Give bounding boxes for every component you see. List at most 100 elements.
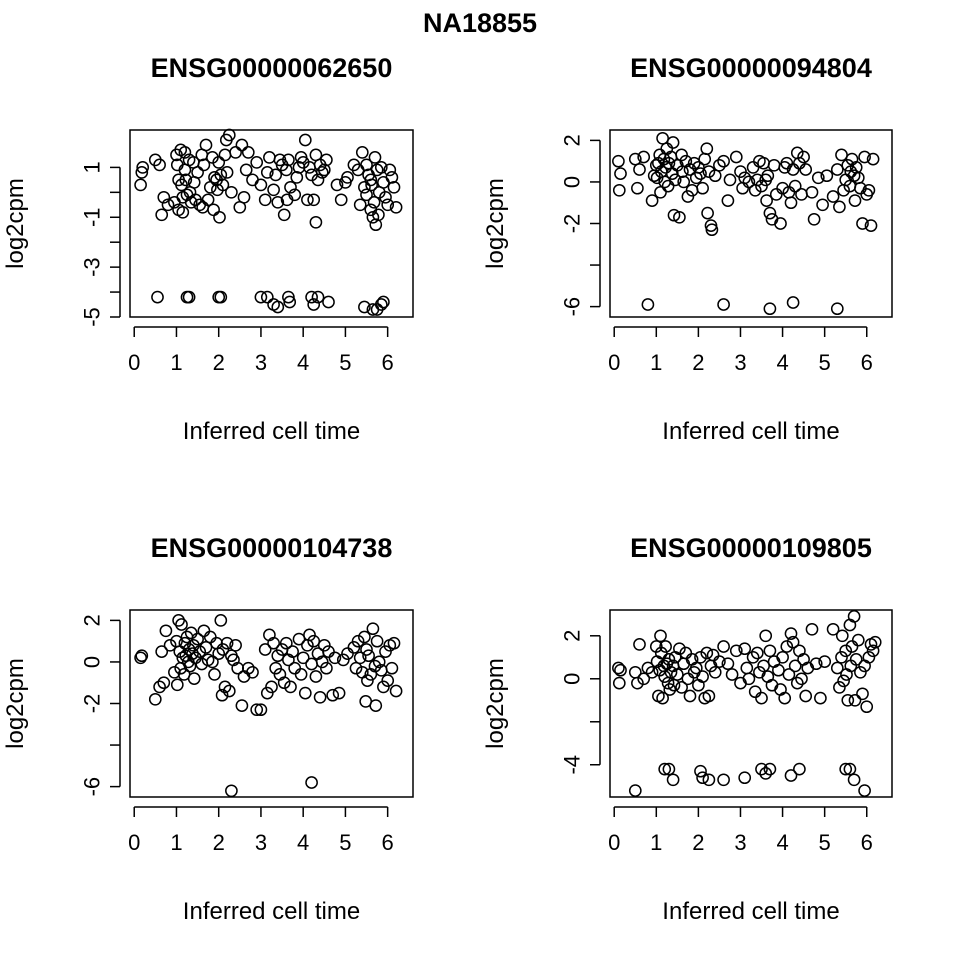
data-point [225, 784, 238, 798]
data-point [723, 173, 737, 187]
data-point [326, 688, 340, 702]
data-point [767, 158, 781, 172]
data-point [862, 183, 876, 197]
data-point [282, 290, 295, 304]
data-point [702, 165, 716, 178]
data-point [706, 648, 720, 662]
data-point [793, 762, 806, 776]
data-point [797, 150, 810, 164]
data-point [267, 183, 280, 197]
data-point [298, 133, 312, 147]
data-point [203, 630, 217, 644]
data-point [845, 640, 859, 653]
data-point [178, 146, 192, 159]
data-point [763, 644, 777, 658]
data-point [317, 638, 331, 652]
data-point [860, 700, 874, 714]
data-point [776, 650, 789, 664]
data-point [381, 198, 395, 212]
data-point [284, 180, 297, 194]
y-tick-label: 2 [560, 630, 585, 642]
data-point [372, 208, 385, 222]
data-point [179, 649, 193, 663]
data-point [780, 640, 794, 653]
x-tick-label: 5 [339, 350, 351, 375]
data-point [759, 629, 773, 643]
y-tick-label: 2 [560, 134, 585, 146]
data-point [713, 158, 726, 172]
data-point [675, 681, 688, 694]
data-point [645, 194, 659, 207]
data-point [847, 610, 861, 623]
x-tick-label: 4 [776, 350, 788, 375]
data-points [612, 610, 882, 797]
data-point [277, 208, 291, 222]
y-axis-title: log2cpm [2, 178, 29, 269]
data-point [837, 674, 850, 688]
data-point [713, 655, 726, 668]
data-point [134, 178, 147, 192]
data-point [759, 767, 773, 780]
data-point [218, 680, 232, 694]
y-tick-label: -2 [560, 214, 585, 234]
data-point [349, 661, 363, 675]
data-point [372, 655, 386, 669]
data-point [614, 663, 627, 677]
data-point [772, 663, 785, 677]
data-point [157, 190, 171, 204]
data-point [369, 699, 383, 712]
data-point [694, 764, 707, 778]
data-point [668, 173, 682, 187]
data-point [383, 163, 397, 177]
data-point [658, 670, 672, 683]
data-point [214, 290, 228, 304]
y-tick-label: -5 [80, 307, 105, 327]
data-point [658, 762, 672, 776]
data-point [216, 643, 230, 656]
y-tick-label: 0 [560, 673, 585, 685]
data-point [214, 614, 228, 627]
y-tick-label: -6 [80, 777, 105, 797]
data-point [241, 661, 255, 675]
x-tick-label: 0 [608, 830, 620, 855]
data-point [199, 641, 213, 654]
data-point [258, 193, 272, 207]
x-tick-label: 1 [170, 350, 182, 375]
data-point [279, 636, 293, 650]
data-point [197, 624, 211, 638]
data-point [612, 676, 626, 690]
data-point [254, 178, 268, 192]
scatter-panel: ENSG00000104738 0 1 2 3 4 5 6 -6 -2 0 2 Inferred cel… [2, 533, 414, 925]
data-point [717, 773, 730, 787]
data-point [848, 194, 862, 207]
x-tick-label: 1 [650, 830, 662, 855]
data-point [153, 158, 166, 172]
data-point [332, 686, 346, 700]
panel-title: ENSG00000094804 [630, 53, 872, 83]
data-point [702, 773, 716, 787]
x-tick-label: 6 [382, 830, 394, 855]
data-point [755, 691, 768, 705]
x-tick-label: 5 [819, 350, 831, 375]
data-point [212, 647, 226, 660]
data-point [843, 762, 857, 776]
data-point [774, 217, 787, 230]
data-point [294, 668, 308, 681]
data-point [666, 773, 680, 787]
data-point [153, 680, 166, 694]
y-tick-label: -1 [80, 207, 105, 227]
data-point [311, 173, 325, 187]
panel-title: ENSG00000109805 [630, 533, 872, 563]
data-point [708, 665, 722, 679]
data-point [213, 210, 226, 224]
data-point [309, 215, 323, 229]
data-point [168, 665, 181, 679]
data-point [182, 290, 196, 304]
data-point [757, 659, 770, 673]
data-point [673, 210, 686, 224]
data-point [307, 193, 321, 207]
data-point [222, 128, 236, 142]
data-point [208, 171, 221, 184]
data-point [351, 634, 365, 648]
data-point [851, 171, 865, 185]
